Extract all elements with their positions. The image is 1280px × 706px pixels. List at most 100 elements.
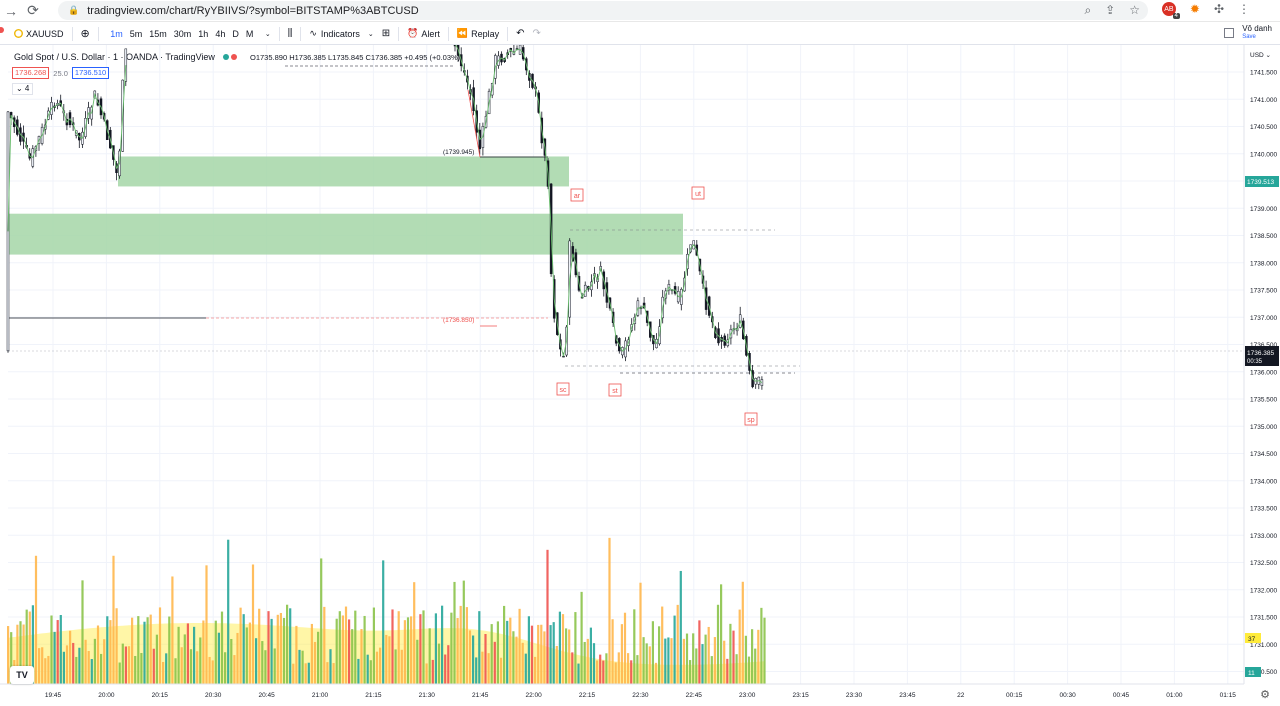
annotation-box-sc [556,382,570,396]
indicator-collapse-button[interactable]: ⌄ 4 [12,83,34,95]
sun-extension-icon[interactable]: ✹ [1189,2,1200,16]
volume-bar [233,655,236,684]
puzzle-icon[interactable]: ✣ [1213,2,1224,16]
time-tick: 21:15 [365,692,382,699]
time-tick: 19:45 [45,692,62,699]
volume-bar [713,637,716,684]
volume-bar [137,616,140,684]
volume-bar [273,648,276,684]
volume-bar [661,606,664,684]
volume-bar [552,622,555,684]
volume-bar [382,560,385,684]
price-chart[interactable]: (1739.945) (1736.850) ar ut sc st sp USD ⌄ 1741.… [0,45,1280,706]
volume-bar [329,649,332,684]
user-menu[interactable]: Vô danh Save [1242,25,1272,41]
volume-bar [286,604,289,684]
adblock-extension-icon[interactable]: AB 4 [1161,2,1180,19]
volume-bar [205,565,208,684]
timeframe-5m[interactable]: 5m [129,28,143,39]
volume-bar [623,612,627,684]
compare-add-icon[interactable]: ⊕ [80,28,90,40]
candle-type-icon[interactable]: ⫼ [287,28,293,39]
time-tick: 23:30 [846,692,863,699]
time-tick: 22:30 [632,692,649,699]
chart-settings-gear-icon[interactable]: ⚙ [1260,689,1270,701]
buy-price-tag[interactable]: 1736.510 [71,67,110,79]
volume-bar [93,638,96,684]
volume-bar [654,662,658,684]
volume-bar [357,658,360,684]
volume-bar [69,630,72,684]
volume-bar [193,626,196,684]
timeframe-D[interactable]: D [232,28,239,39]
time-tick: 20:30 [205,692,222,699]
timeframe-4h[interactable]: 4h [215,28,226,39]
candle [760,379,764,386]
alert-button[interactable]: ⏰ Alert [403,28,444,39]
share-icon[interactable]: ⇪ [1105,3,1116,17]
volume-bar [447,645,450,684]
volume-bar [158,607,162,684]
volume-bar [639,582,642,684]
zoom-icon[interactable]: ⌕ [1084,3,1092,17]
undo-icon[interactable]: ↶ [516,28,525,39]
time-tick: 23:15 [792,692,809,699]
back-icon[interactable]: → [4,2,18,19]
volume-bar [689,660,692,684]
address-bar[interactable]: 🔒 tradingview.com/chart/RyYBIIVS/?symbol… [58,1,1148,20]
volume-bar [369,660,372,684]
url-text: tradingview.com/chart/RyYBIIVS/?symbol=B… [87,4,419,17]
volume-bar [304,663,307,684]
timeframe-1m[interactable]: 1m [110,28,123,39]
volume-bar [509,617,512,684]
volume-bar [19,621,22,684]
timeframe-1h[interactable]: 1h [198,28,209,39]
volume-bar [658,626,661,684]
high-price-label: 1739.513 [1247,179,1274,186]
volume-bar [565,628,568,684]
menu-dots-icon[interactable]: ⋮ [1238,2,1250,16]
volume-bar [540,624,543,684]
time-tick: 21:45 [472,692,489,699]
timeframe-30m[interactable]: 30m [173,28,192,39]
volume-bar [258,608,261,684]
price-tick: 1740.500 [1250,124,1277,131]
volume-bar [335,618,338,684]
volume-bar [38,648,41,684]
redo-icon[interactable]: ↷ [532,28,541,39]
time-tick: 22 [957,692,965,699]
volume-bar [28,611,31,684]
volume-bar [162,661,165,684]
volume-bar [422,610,425,684]
sell-price-tag[interactable]: 1736.268 [12,67,50,79]
layout-grid-icon[interactable]: ⊞ [381,28,391,39]
volume-bar [391,609,394,684]
volume-value: 11 [1248,670,1255,677]
fullscreen-checkbox[interactable] [1224,28,1235,38]
volume-bar [506,620,509,684]
timeframe-15m[interactable]: 15m [149,28,167,39]
volume-bar [90,659,93,684]
replay-label: Replay [471,28,500,39]
timeframe-M[interactable]: M [245,28,254,39]
volume-bar [146,617,149,684]
volume-bar [515,636,518,684]
symbol-search[interactable]: ⬤ XAUUSD [10,29,68,39]
symbol-label: XAUUSD [26,28,64,39]
replay-button[interactable]: ⏪ Replay [453,28,503,39]
price-tick: 1741.500 [1250,70,1277,77]
volume-bar [106,616,109,684]
volume-bar [183,634,186,684]
volume-bar [379,647,382,684]
volume-bar [118,662,121,684]
volume-bar [348,619,351,684]
replay-icon: ⏪ [456,28,469,38]
reload-icon[interactable]: ⟳ [27,2,39,18]
time-tick: 00:30 [1059,692,1076,699]
volume-bar [568,629,571,684]
timeframe-dropdown-icon[interactable]: ⌄ [264,30,271,38]
volume-bar [140,653,143,684]
volume-bar [716,604,720,684]
bookmark-star-icon[interactable]: ☆ [1129,3,1140,17]
indicators-button[interactable]: ∿ Indicators ⌄ [305,28,377,39]
